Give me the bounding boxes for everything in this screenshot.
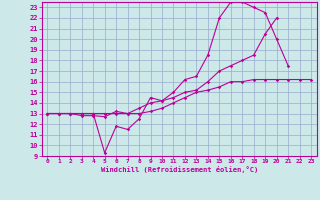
X-axis label: Windchill (Refroidissement éolien,°C): Windchill (Refroidissement éolien,°C) <box>100 166 258 173</box>
